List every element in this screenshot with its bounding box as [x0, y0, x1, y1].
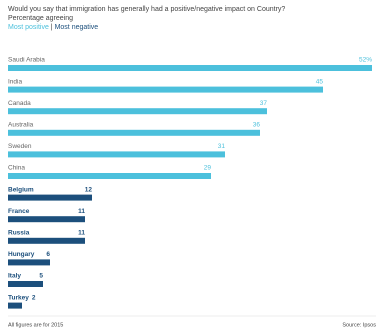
- category-label: Turkey: [8, 294, 29, 301]
- category-label: Sweden: [8, 143, 32, 150]
- source: Source: Ipsos: [342, 322, 376, 328]
- legend-entry: Most positive: [8, 24, 49, 31]
- value-label: 12: [85, 186, 93, 193]
- value-label: 11: [78, 208, 85, 215]
- bar: [8, 86, 323, 93]
- bar: [8, 194, 92, 201]
- category-label: India: [8, 78, 22, 85]
- category-label: Hungary: [8, 251, 35, 258]
- value-label: 11: [78, 230, 85, 237]
- category-label: Belgium: [8, 186, 34, 193]
- category-label: France: [8, 208, 30, 215]
- value-label: 37: [260, 100, 268, 107]
- category-label: Italy: [8, 273, 21, 280]
- value-label: 29: [204, 165, 212, 172]
- bar: [8, 281, 43, 287]
- bar: [8, 302, 22, 309]
- value-label: 5: [39, 273, 43, 280]
- category-label: Canada: [8, 100, 31, 107]
- category-label: China: [8, 165, 25, 172]
- value-label: 36: [253, 122, 261, 129]
- bar: [8, 237, 85, 244]
- value-label: 52%: [359, 57, 372, 64]
- value-label: 45: [316, 78, 324, 85]
- category-label: Saudi Arabia: [8, 57, 45, 64]
- legend: Most positive | Most negative: [8, 24, 98, 31]
- value-label: 31: [218, 143, 226, 150]
- value-label: 2: [32, 294, 36, 301]
- bar: [8, 65, 372, 71]
- bar: [8, 108, 267, 115]
- chart-subtitle: Percentage agreeing: [8, 15, 73, 22]
- footnote: All figures are for 2015: [8, 322, 63, 328]
- category-label: Australia: [8, 122, 34, 129]
- legend-entry: Most negative: [55, 24, 99, 31]
- bar: [8, 151, 225, 158]
- category-label: Russia: [8, 230, 30, 237]
- bar: [8, 129, 260, 136]
- chart-title: Would you say that immigration has gener…: [8, 6, 285, 13]
- bar: [8, 216, 85, 223]
- value-label: 6: [46, 251, 50, 258]
- bar: [8, 259, 50, 266]
- bar: [8, 173, 211, 179]
